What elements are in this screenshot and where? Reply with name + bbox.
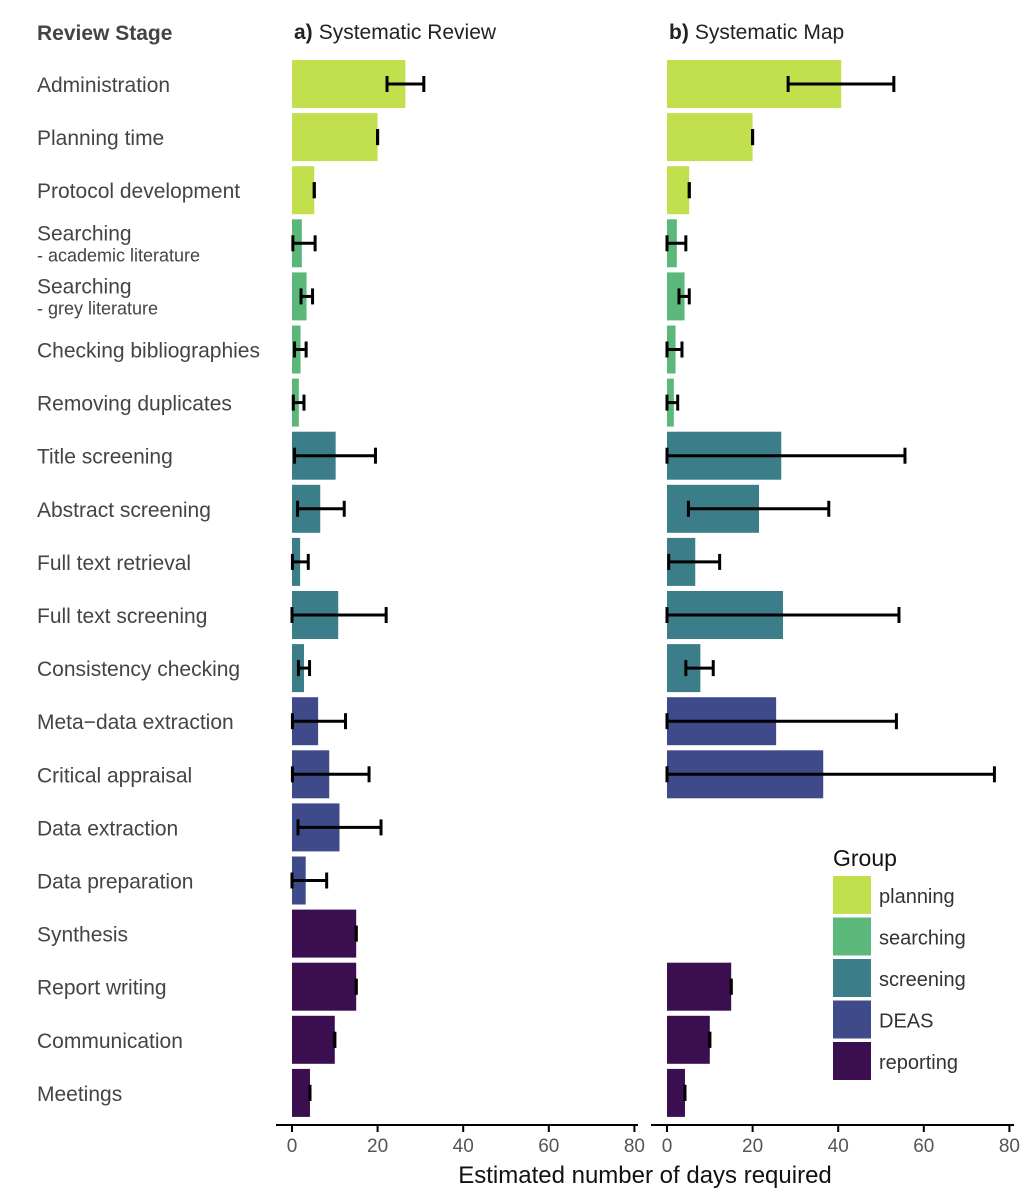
error-bar-a-4 <box>291 235 317 252</box>
error-bar-b-8 <box>665 447 907 464</box>
stage-label: Abstract screening <box>37 499 211 522</box>
legend-swatch-deas <box>833 1000 871 1039</box>
stage-label: Communication <box>37 1030 183 1053</box>
stage-sublabel: - grey literature <box>37 298 158 318</box>
bar-b-19 <box>667 1015 710 1064</box>
error-bar-b-12 <box>684 660 715 677</box>
x-tick-label-a: 20 <box>367 1136 388 1157</box>
legend-label-searching: searching <box>879 928 966 950</box>
legend-label-screening: screening <box>879 969 966 991</box>
panel-b-plot: 0 20 40 60 80 <box>651 60 1020 1157</box>
x-tick-label-b: 0 <box>662 1136 673 1157</box>
panel-a-header: a) Systematic Review <box>294 21 497 44</box>
error-bar-a-16 <box>290 872 329 889</box>
stage-label: Meetings <box>37 1083 122 1106</box>
panel-a-plot: 0 20 40 60 80 <box>276 60 645 1157</box>
error-bar-a-14 <box>290 766 371 783</box>
x-tick-label-b: 80 <box>999 1136 1020 1157</box>
error-bar-a-5 <box>299 288 315 305</box>
bar-a-18 <box>292 962 357 1011</box>
stage-label: Full text retrieval <box>37 552 191 575</box>
error-bar-b-7 <box>665 394 680 411</box>
stage-label: Report writing <box>37 977 167 1000</box>
bar-a-3 <box>292 166 315 215</box>
x-tick-label-a: 0 <box>287 1136 298 1157</box>
error-bar-a-6 <box>293 341 308 358</box>
panel-b-tag: b) <box>669 21 689 44</box>
legend-label-deas: DEAS <box>879 1011 933 1033</box>
column-header: Review Stage <box>37 22 172 45</box>
x-tick-label-b: 20 <box>742 1136 763 1157</box>
stage-label: Consistency checking <box>37 658 240 681</box>
bar-b-2 <box>667 113 753 162</box>
stage-label: Protocol development <box>37 180 240 203</box>
stage-label: Planning time <box>37 127 164 150</box>
legend-label-planning: planning <box>879 886 955 908</box>
stage-label: Checking bibliographies <box>37 340 260 363</box>
stage-label: Data preparation <box>37 871 193 894</box>
bar-a-20 <box>292 1068 310 1117</box>
panel-a-title: Systematic Review <box>319 21 497 44</box>
error-bar-a-15 <box>296 819 383 836</box>
error-bar-a-8 <box>293 447 377 464</box>
error-bar-a-12 <box>296 660 312 677</box>
error-bar-b-10 <box>667 553 722 570</box>
error-bar-a-9 <box>296 500 346 517</box>
error-bar-b-13 <box>665 713 898 730</box>
legend-swatch-screening <box>833 959 871 997</box>
error-bar-b-5 <box>677 288 691 305</box>
stage-label: Full text screening <box>37 605 207 628</box>
panel-b-header: b) Systematic Map <box>669 21 844 44</box>
error-bar-b-1 <box>786 76 896 92</box>
bar-b-18 <box>667 962 732 1011</box>
bar-b-3 <box>667 166 690 215</box>
error-bar-b-4 <box>665 235 688 252</box>
error-bar-a-13 <box>290 713 347 730</box>
bar-a-2 <box>292 113 378 162</box>
stage-label: Administration <box>37 74 170 97</box>
error-bar-a-11 <box>290 607 388 623</box>
stage-label: Removing duplicates <box>37 393 232 416</box>
x-tick-label-a: 80 <box>624 1136 645 1157</box>
stage-label: Critical appraisal <box>37 764 192 787</box>
stage-labels: Administration Planning time Protocol deve… <box>37 74 260 1106</box>
x-tick-label-b: 60 <box>913 1136 934 1157</box>
legend-swatch-searching <box>833 917 871 956</box>
stage-sublabel: - academic literature <box>37 245 200 265</box>
stage-label: Synthesis <box>37 924 128 947</box>
error-bar-a-7 <box>291 394 306 411</box>
error-bar-b-14 <box>665 766 996 783</box>
legend-title: Group <box>833 845 897 871</box>
legend-swatch-planning <box>833 876 871 914</box>
legend-swatch-reporting <box>833 1042 871 1080</box>
bar-b-20 <box>667 1068 685 1117</box>
x-tick-label-a: 40 <box>453 1136 474 1157</box>
error-bar-a-10 <box>290 553 310 570</box>
error-bar-b-9 <box>686 500 831 517</box>
stage-label: Meta−data extraction <box>37 711 234 734</box>
stage-label: Searching <box>37 275 132 298</box>
stage-label: Searching <box>37 222 132 245</box>
stage-label: Title screening <box>37 446 173 469</box>
legend: Group planning searching screening DEAS repo… <box>833 845 966 1080</box>
error-bar-b-11 <box>665 607 901 623</box>
bar-a-19 <box>292 1015 335 1064</box>
stage-label: Data extraction <box>37 817 178 840</box>
legend-label-reporting: reporting <box>879 1052 958 1074</box>
x-tick-label-b: 40 <box>828 1136 849 1157</box>
bar-b-5 <box>667 272 685 321</box>
error-bar-b-6 <box>665 341 684 358</box>
x-axis-title: Estimated number of days required <box>458 1162 832 1189</box>
x-tick-label-a: 60 <box>538 1136 559 1157</box>
bar-a-17 <box>292 909 357 958</box>
bar-a-5 <box>292 272 307 321</box>
panel-a-tag: a) <box>294 21 313 44</box>
panel-b-title: Systematic Map <box>695 21 844 44</box>
error-bar-a-1 <box>385 76 426 92</box>
